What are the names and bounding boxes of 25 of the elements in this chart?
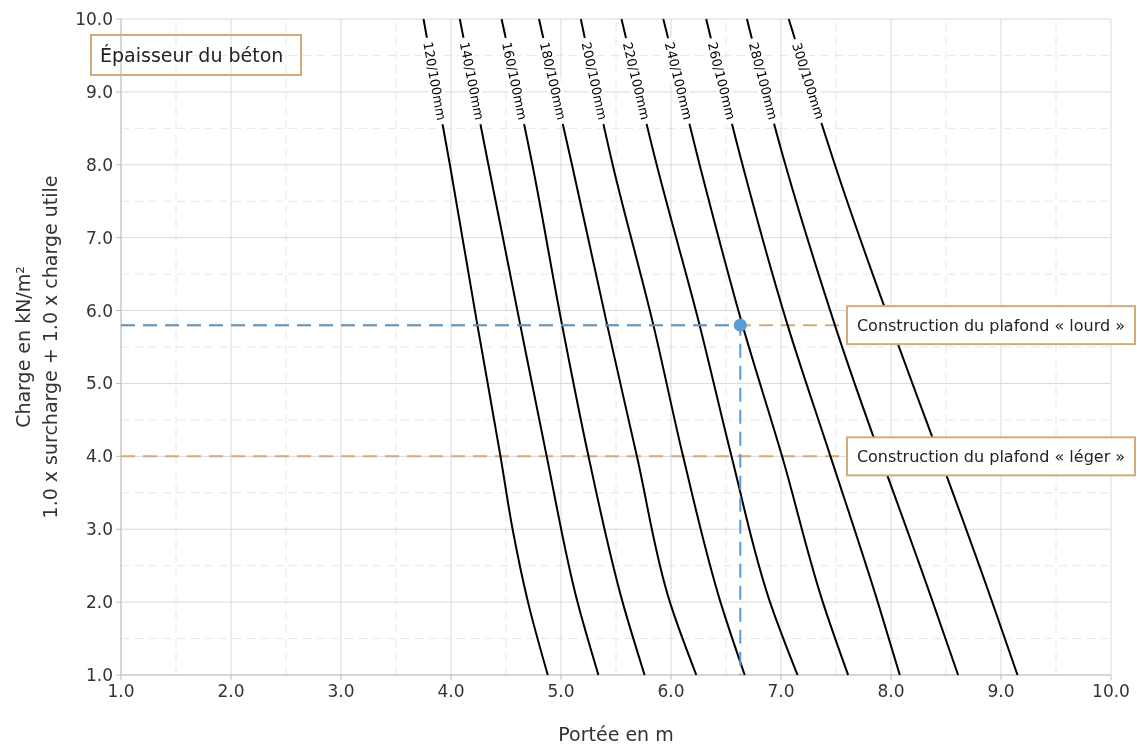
x-tick-label: 10.0: [1092, 681, 1130, 701]
x-tick-label: 5.0: [547, 681, 575, 701]
x-tick-label: 7.0: [767, 681, 795, 701]
y-axis-title: Charge en kN/m² 1.0 x surcharge + 1.0 x charge utile: [12, 175, 61, 519]
x-axis-title: Portée en m: [558, 723, 674, 745]
text: Épaisseur du béton: [100, 44, 284, 66]
y-tick-label: 5.0: [85, 373, 113, 394]
y-tick-label: 7.0: [85, 227, 113, 248]
text: 140/100mm: [456, 40, 487, 122]
y-tick-label: 10.0: [75, 8, 113, 29]
ref-line-label: Construction du plafond « lourd »: [856, 315, 1126, 335]
x-tick-label: 6.0: [657, 681, 685, 701]
x-tick-label: 3.0: [327, 681, 355, 701]
y-tick-label: 8.0: [85, 154, 113, 175]
x-tick-label: 9.0: [987, 681, 1015, 701]
y-tick-label: 2.0: [85, 592, 113, 613]
x-tick-label: 4.0: [437, 681, 465, 701]
y-tick-label: 4.0: [85, 446, 113, 467]
y-tick-label: 3.0: [85, 519, 113, 540]
x-tick-label: 2.0: [217, 681, 245, 701]
text: 120/100mm: [420, 40, 450, 122]
y-tick-label: 6.0: [85, 300, 113, 321]
x-tick-label: 8.0: [877, 681, 905, 701]
ref-line-label: Construction du plafond « léger »: [856, 446, 1126, 466]
y-tick-label: 9.0: [85, 81, 113, 102]
